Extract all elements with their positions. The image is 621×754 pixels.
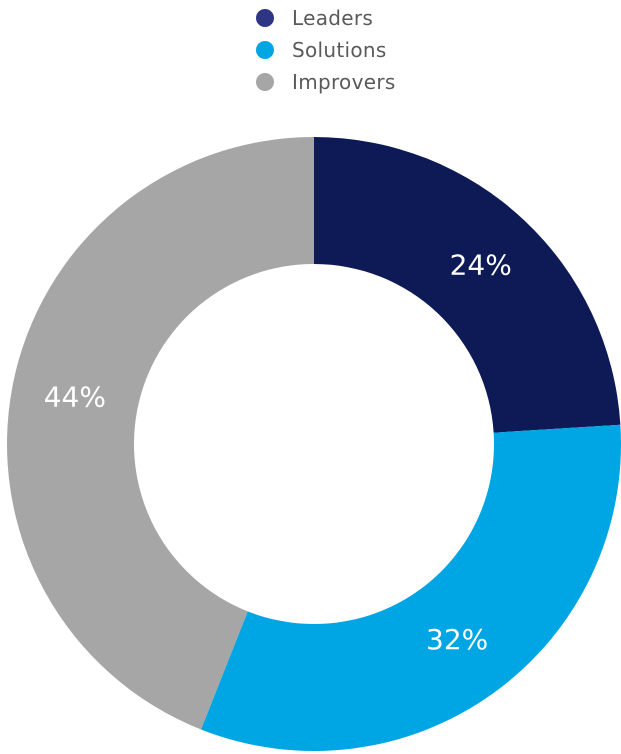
legend-item-leaders: Leaders [256,2,456,34]
donut-slice-solutions [200,424,621,751]
chart-legend: Leaders Solutions Improvers [256,2,456,98]
legend-swatch-leaders [256,9,274,27]
legend-label-improvers: Improvers [292,70,396,94]
slice-label-leaders: 24% [450,248,512,281]
donut-slice-leaders [314,137,621,433]
legend-item-solutions: Solutions [256,34,456,66]
legend-swatch-improvers [256,73,274,91]
slice-label-solutions: 32% [426,623,488,656]
legend-item-improvers: Improvers [256,66,456,98]
legend-label-solutions: Solutions [292,38,387,62]
legend-label-leaders: Leaders [292,6,374,30]
donut-slice-improvers [7,136,314,730]
slice-label-improvers: 44% [44,380,106,413]
legend-swatch-solutions [256,41,274,59]
donut-slices [7,136,621,751]
donut-labels: 24% 32% 44% [44,248,512,655]
